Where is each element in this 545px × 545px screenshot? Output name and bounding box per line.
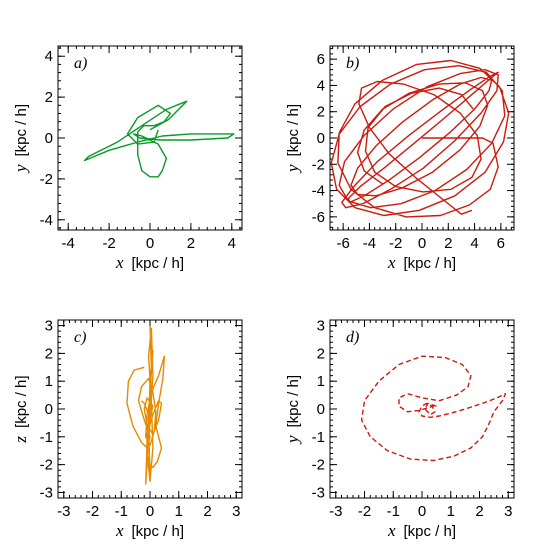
x-axis-variable: x: [387, 521, 396, 540]
y-axis-label: z [kpc / h]: [11, 375, 30, 443]
y-axis-variable: y: [283, 164, 302, 174]
panel-label: b): [346, 55, 359, 72]
x-tick-label: 2: [475, 503, 483, 520]
y-axis-variable: z: [11, 436, 30, 444]
y-tick-label: -3: [40, 484, 53, 501]
y-tick-label: 4: [45, 48, 53, 65]
x-tick-label: -2: [86, 503, 99, 520]
x-tick-label: -2: [389, 235, 402, 252]
x-tick-label: -6: [336, 235, 349, 252]
y-tick-label: 0: [317, 130, 325, 147]
orbit-series-line: [360, 355, 507, 462]
y-tick-label: 2: [45, 89, 53, 106]
y-tick-label: -1: [312, 429, 325, 446]
x-axis-variable: x: [115, 253, 124, 272]
y-axis-unit: [kpc / h]: [13, 375, 30, 428]
x-axis-variable: x: [115, 521, 124, 540]
x-axis-unit: [kpc / h]: [404, 255, 457, 272]
y-tick-label: 0: [45, 130, 53, 147]
panel-3: -3 -2 -1 0 1 2 3 -3 -2 -1 0 1 2 3 x [kpc / h] y [kpc / h]…: [283, 318, 515, 540]
x-axis-label: x [kpc / h]: [387, 521, 456, 540]
x-tick-label: -4: [363, 235, 376, 252]
x-tick-label: -4: [62, 235, 75, 252]
x-axis-label: x [kpc / h]: [115, 253, 184, 272]
x-tick-label: 0: [146, 503, 154, 520]
y-axis-unit: [kpc / h]: [13, 104, 30, 157]
y-tick-label: 2: [317, 104, 325, 121]
y-axis-variable: y: [11, 164, 30, 174]
y-axis-unit: [kpc / h]: [285, 375, 302, 428]
plot-frame: [329, 319, 515, 499]
y-tick-label: 0: [317, 401, 325, 418]
y-axis-unit: [kpc / h]: [285, 104, 302, 157]
orbit-series-line: [330, 59, 510, 218]
orbit-series-line: [126, 355, 166, 469]
panel-label: a): [74, 55, 87, 72]
x-tick-label: 0: [418, 503, 426, 520]
x-tick-label: 0: [146, 235, 154, 252]
orbit-series-line: [358, 80, 482, 215]
y-tick-label: -6: [312, 209, 325, 226]
panel-0: -4 -2 0 2 4 -4 -2 0 2 4 x [kpc / h] y [kpc / h] a): [11, 45, 243, 272]
x-tick-label: -2: [102, 235, 115, 252]
y-tick-label: -2: [312, 156, 325, 173]
x-tick-label: 3: [232, 503, 240, 520]
y-tick-label: 1: [45, 373, 53, 390]
y-tick-label: 2: [45, 345, 53, 362]
x-tick-label: 4: [470, 235, 478, 252]
orbit-series-line: [83, 100, 235, 178]
x-axis-unit: [kpc / h]: [404, 523, 457, 540]
x-tick-label: 1: [447, 503, 455, 520]
y-axis-label: y [kpc / h]: [283, 104, 302, 174]
y-axis-label: y [kpc / h]: [283, 375, 302, 445]
x-axis-unit: [kpc / h]: [132, 255, 185, 272]
y-tick-label: 3: [317, 318, 325, 335]
x-axis-label: x [kpc / h]: [115, 521, 184, 540]
y-tick-label: 4: [317, 77, 325, 94]
y-tick-label: -4: [40, 212, 53, 229]
x-axis-label: x [kpc / h]: [387, 253, 456, 272]
x-tick-label: 3: [504, 503, 512, 520]
y-tick-label: -4: [312, 183, 325, 200]
y-tick-label: 3: [45, 318, 53, 335]
panel-1: -6 -4 -2 0 2 4 6 -6 -4 -2 0 2 4 6 x [kpc / h] y [kpc / h]…: [283, 45, 515, 272]
x-axis-variable: x: [387, 253, 396, 272]
x-tick-label: -3: [329, 503, 342, 520]
y-tick-label: 0: [45, 401, 53, 418]
x-tick-label: 2: [203, 503, 211, 520]
x-tick-label: -2: [358, 503, 371, 520]
x-tick-label: 6: [497, 235, 505, 252]
y-tick-label: -3: [312, 484, 325, 501]
plot-frame: [57, 45, 243, 231]
y-axis-label: y [kpc / h]: [11, 104, 30, 174]
x-tick-label: 1: [175, 503, 183, 520]
y-tick-label: -2: [312, 457, 325, 474]
y-tick-label: -2: [40, 171, 53, 188]
y-tick-label: -2: [40, 457, 53, 474]
panel-2: -3 -2 -1 0 1 2 3 -3 -2 -1 0 1 2 3 x [kpc / h] z [kpc / h]…: [11, 318, 243, 540]
y-tick-label: -1: [40, 429, 53, 446]
x-tick-label: 2: [187, 235, 195, 252]
panel-label: d): [346, 329, 359, 346]
x-tick-label: 4: [228, 235, 236, 252]
x-tick-label: -1: [387, 503, 400, 520]
y-tick-label: 6: [317, 51, 325, 68]
x-tick-label: 2: [444, 235, 452, 252]
y-tick-label: 1: [317, 373, 325, 390]
y-tick-label: 2: [317, 345, 325, 362]
x-tick-label: 0: [418, 235, 426, 252]
panel-label: c): [74, 329, 86, 346]
x-axis-unit: [kpc / h]: [132, 523, 185, 540]
x-tick-label: -3: [57, 503, 70, 520]
x-tick-label: -1: [115, 503, 128, 520]
y-axis-variable: y: [283, 435, 302, 445]
